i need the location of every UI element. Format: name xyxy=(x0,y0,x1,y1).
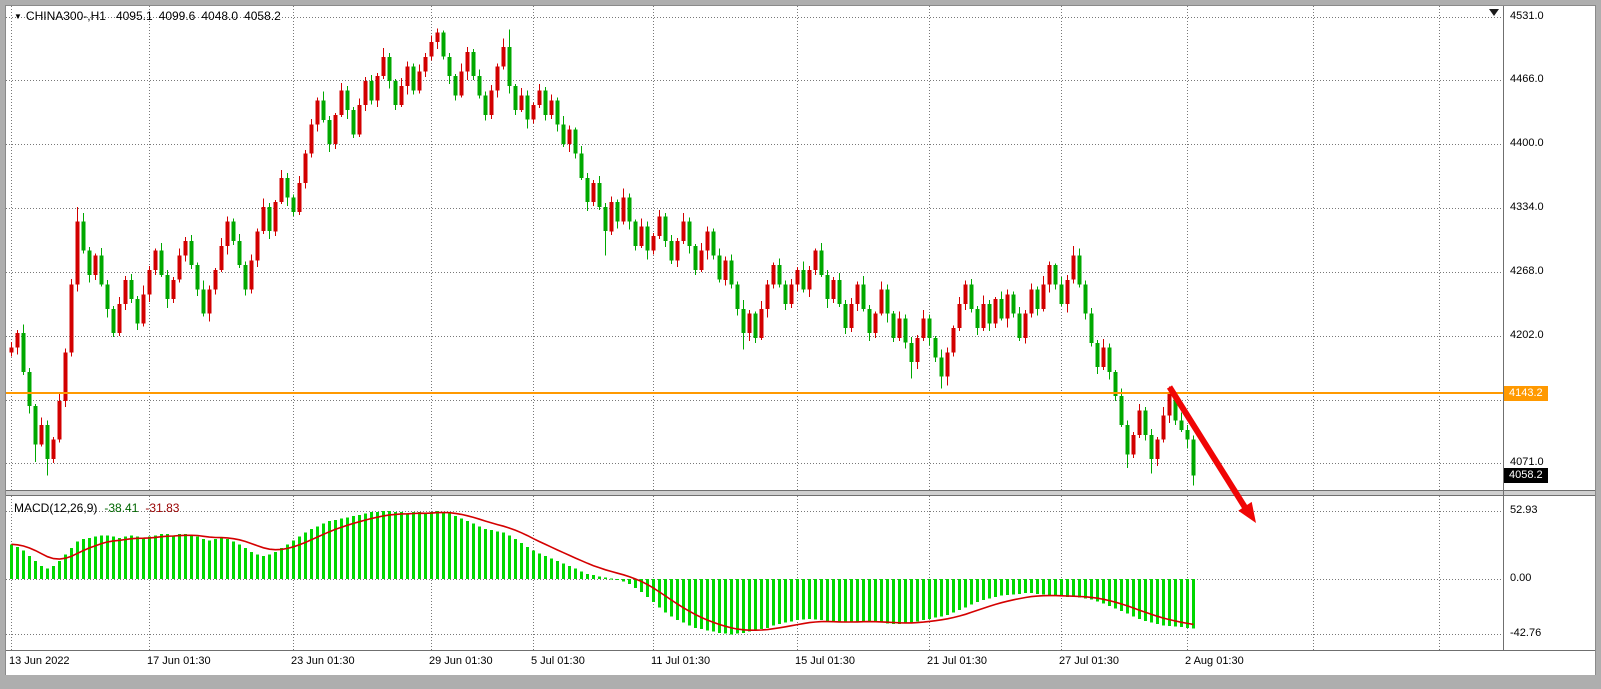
macd-name: MACD(12,26,9) xyxy=(14,501,98,515)
time-label: 21 Jul 01:30 xyxy=(927,655,987,667)
time-label: 5 Jul 01:30 xyxy=(531,655,585,667)
symbol-period-label: CHINA300-,H1 xyxy=(25,9,106,23)
ohlc-close: 4058.2 xyxy=(244,9,281,23)
price-tick: 4400.0 xyxy=(1510,137,1544,149)
macd-tick: -42.76 xyxy=(1510,627,1542,639)
chart-title: ▼ CHINA300-,H1 4095.1 4099.6 4048.0 4058.2 xyxy=(14,9,287,23)
time-label: 2 Aug 01:30 xyxy=(1185,655,1244,667)
chart-surface[interactable]: 13 Jun 2022 17 Jun 01:30 23 Jun 01:30 29… xyxy=(5,5,1596,675)
time-label: 11 Jul 01:30 xyxy=(651,655,711,667)
chart-shift-marker xyxy=(1489,9,1499,16)
macd-grid xyxy=(6,496,1503,650)
macd-histogram xyxy=(10,510,1195,635)
ohlc-open: 4095.1 xyxy=(115,9,153,23)
price-tick: 4071.0 xyxy=(1510,456,1544,468)
time-label: 27 Jul 01:30 xyxy=(1059,655,1119,667)
price-chart-panel[interactable] xyxy=(6,6,1503,490)
time-label: 29 Jun 01:30 xyxy=(429,655,493,667)
price-tick: 4466.0 xyxy=(1510,73,1544,85)
last-price-badge: 4058.2 xyxy=(1504,468,1548,483)
time-label: 17 Jun 01:30 xyxy=(147,655,211,667)
macd-signal-line xyxy=(11,511,1194,631)
price-tick: 4202.0 xyxy=(1510,329,1544,341)
price-tick: 4334.0 xyxy=(1510,201,1544,213)
macd-main-value: -38.41 xyxy=(104,501,139,515)
price-tick: 4531.0 xyxy=(1510,10,1544,22)
macd-indicator-label: MACD(12,26,9) -38.41 -31.83 xyxy=(14,501,179,515)
macd-tick: 52.93 xyxy=(1510,504,1538,516)
symbol-dropdown-icon[interactable]: ▼ xyxy=(14,12,22,21)
time-label: 23 Jun 01:30 xyxy=(291,655,355,667)
macd-signal-value: -31.83 xyxy=(145,501,180,515)
price-grid xyxy=(6,6,1503,490)
time-axis[interactable] xyxy=(6,650,1595,675)
candles xyxy=(9,28,1196,486)
price-tick: 4268.0 xyxy=(1510,265,1544,277)
ohlc-low: 4048.0 xyxy=(201,9,239,23)
panel-splitter[interactable] xyxy=(6,490,1595,496)
time-label: 15 Jul 01:30 xyxy=(795,655,855,667)
ohlc-high: 4099.6 xyxy=(158,9,196,23)
macd-panel[interactable] xyxy=(6,496,1503,650)
time-label: 13 Jun 2022 xyxy=(9,655,70,667)
price-axis[interactable]: 4531.0 4466.0 4400.0 4334.0 4268.0 4202.… xyxy=(1503,6,1596,650)
macd-tick: 0.00 xyxy=(1510,572,1532,584)
hline-price-badge: 4143.2 xyxy=(1504,386,1548,401)
